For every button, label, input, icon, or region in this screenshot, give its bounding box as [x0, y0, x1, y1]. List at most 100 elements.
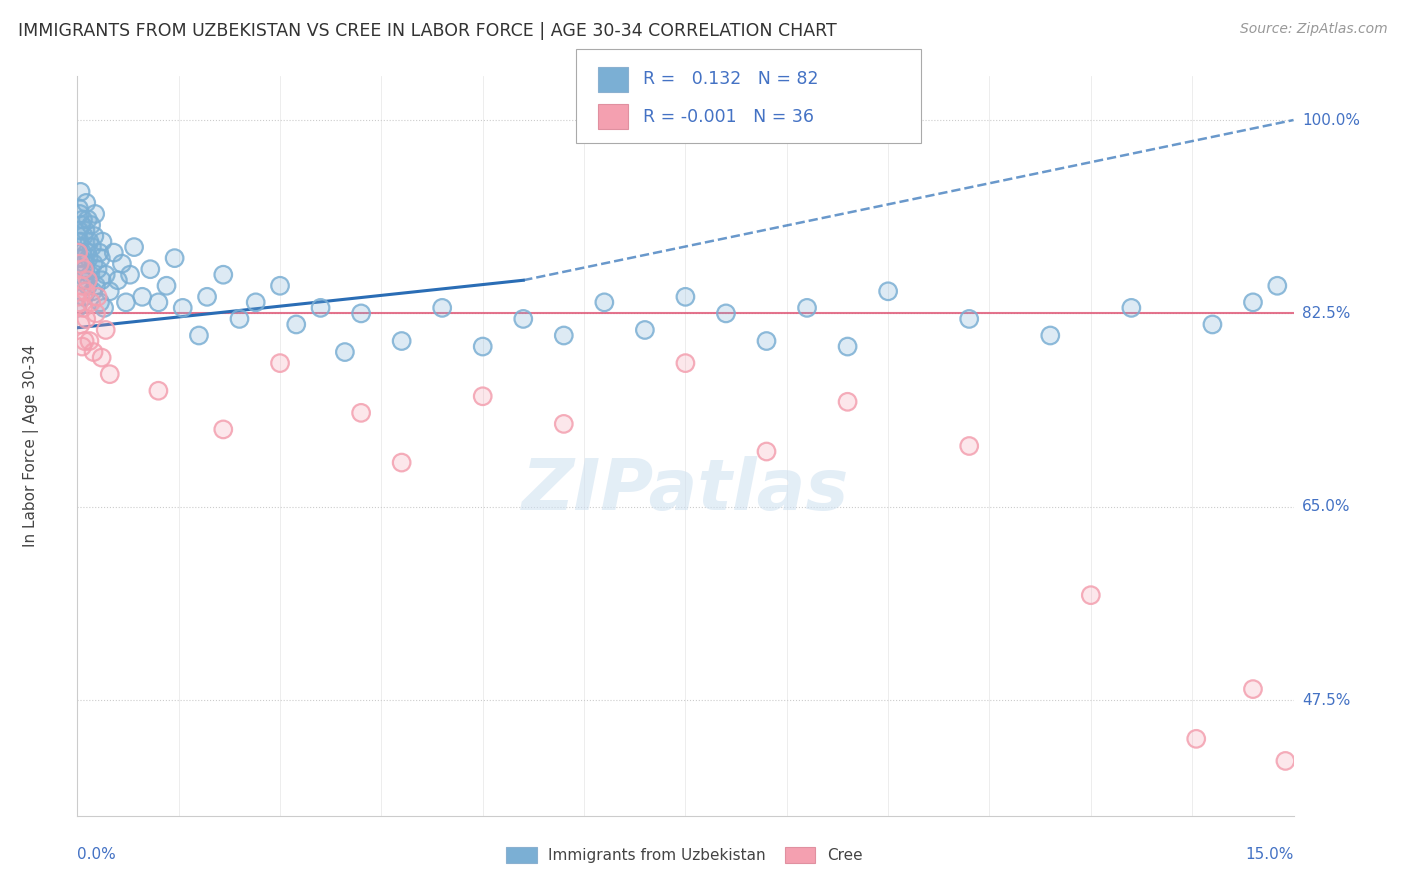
Point [593, 295, 616, 310]
Point [957, 312, 980, 326]
Point [89, 295, 111, 310]
Point [131, 290, 153, 304]
Point [675, 356, 697, 370]
Point [471, 340, 494, 354]
Point [90, 273, 112, 287]
Point [350, 306, 373, 320]
Point [79, 268, 101, 282]
Point [1265, 278, 1288, 293]
Point [76, 278, 98, 293]
Point [84, 306, 107, 320]
Point [285, 318, 308, 332]
Point [73, 334, 96, 348]
Point [155, 278, 177, 293]
Point [77, 251, 100, 265]
Point [714, 306, 737, 320]
Point [172, 301, 194, 315]
Point [553, 328, 575, 343]
Point [90, 251, 112, 265]
Point [80, 218, 103, 232]
Point [471, 389, 494, 403]
Point [67, 245, 90, 260]
Text: 15.0%: 15.0% [1246, 847, 1294, 862]
Point [837, 394, 859, 409]
Point [98, 285, 121, 299]
Point [72, 212, 94, 227]
Point [86, 262, 108, 277]
Point [269, 278, 291, 293]
Point [75, 195, 97, 210]
Point [188, 328, 211, 343]
Point [755, 334, 778, 348]
Point [94, 323, 117, 337]
Point [76, 273, 98, 287]
Text: 100.0%: 100.0% [1302, 112, 1360, 128]
Point [75, 312, 97, 326]
Point [553, 328, 575, 343]
Point [269, 278, 291, 293]
Point [84, 207, 107, 221]
Point [118, 268, 141, 282]
Point [80, 218, 103, 232]
Point [83, 229, 105, 244]
Text: ZIPatlas: ZIPatlas [522, 456, 849, 524]
Text: R = -0.001   N = 36: R = -0.001 N = 36 [643, 108, 814, 126]
Point [73, 257, 96, 271]
Point [69, 235, 91, 249]
Point [83, 257, 105, 271]
Point [1185, 731, 1208, 746]
Point [877, 285, 900, 299]
Text: Immigrants from Uzbekistan: Immigrants from Uzbekistan [548, 848, 766, 863]
Point [76, 245, 98, 260]
Point [73, 334, 96, 348]
Point [70, 218, 93, 232]
Point [512, 312, 534, 326]
Point [69, 251, 91, 265]
Point [957, 439, 980, 453]
Point [1241, 682, 1264, 697]
Point [115, 295, 138, 310]
Point [111, 257, 134, 271]
Point [84, 278, 107, 293]
Point [228, 312, 250, 326]
Point [1274, 754, 1296, 768]
Point [512, 312, 534, 326]
Point [67, 295, 90, 310]
Point [80, 240, 103, 254]
Point [82, 285, 104, 299]
Point [69, 185, 91, 199]
Point [69, 185, 91, 199]
Point [430, 301, 453, 315]
Point [90, 351, 112, 365]
Point [67, 223, 90, 237]
Point [122, 240, 145, 254]
Point [675, 290, 697, 304]
Point [837, 340, 859, 354]
Point [86, 290, 108, 304]
Point [75, 262, 97, 277]
Point [66, 301, 89, 315]
Point [212, 422, 235, 436]
Point [94, 268, 117, 282]
Point [83, 257, 105, 271]
Point [122, 240, 145, 254]
Point [391, 456, 413, 470]
Point [98, 285, 121, 299]
Point [84, 207, 107, 221]
Point [107, 273, 129, 287]
Point [84, 306, 107, 320]
Point [837, 340, 859, 354]
Point [70, 340, 93, 354]
Point [98, 367, 121, 381]
Point [91, 235, 114, 249]
Point [75, 195, 97, 210]
Point [837, 394, 859, 409]
Point [309, 301, 332, 315]
Point [1201, 318, 1223, 332]
Point [107, 273, 129, 287]
Point [70, 340, 93, 354]
Point [1201, 318, 1223, 332]
Point [73, 262, 96, 277]
Point [103, 245, 125, 260]
Point [148, 295, 170, 310]
